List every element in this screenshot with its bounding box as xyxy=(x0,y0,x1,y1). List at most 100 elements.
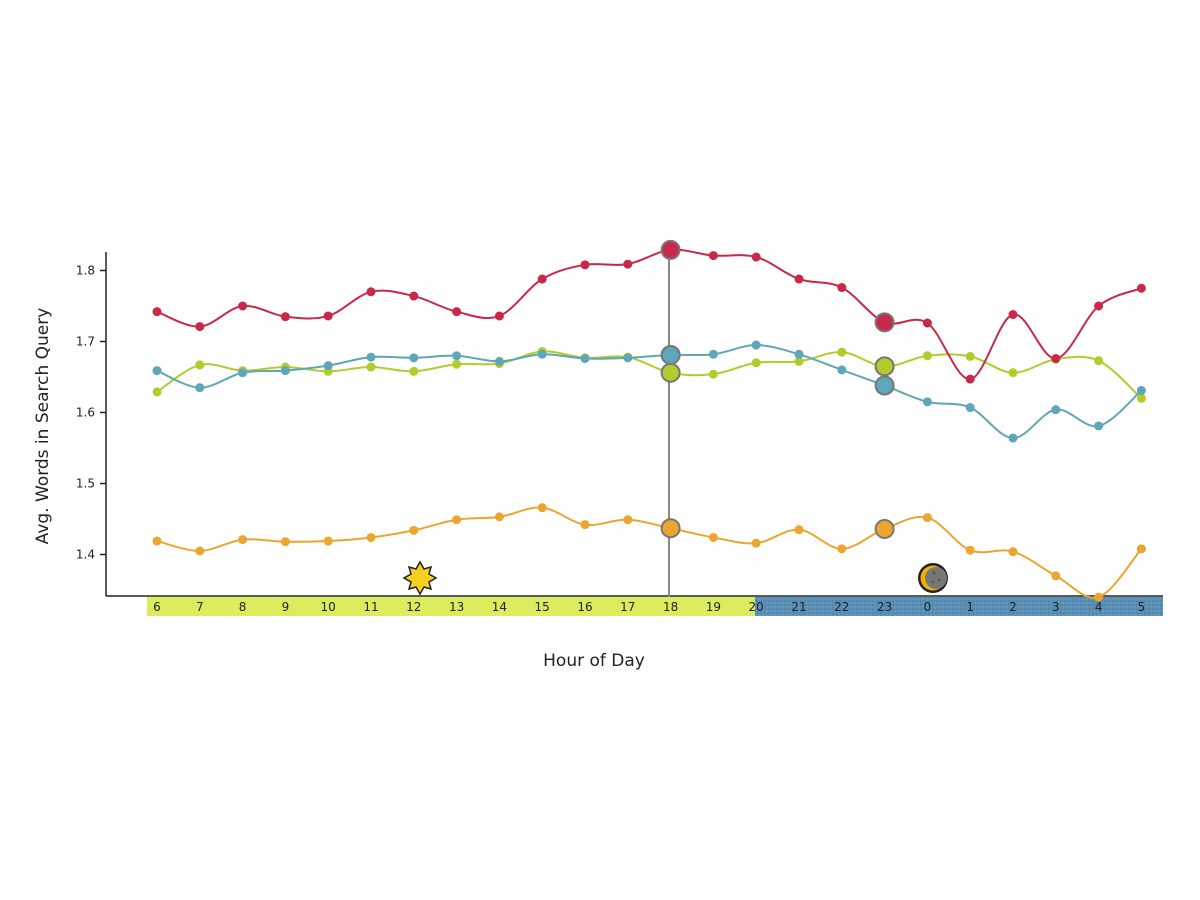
data-point[interactable] xyxy=(409,291,419,301)
data-point[interactable] xyxy=(623,259,633,269)
x-axis-title: Hour of Day xyxy=(543,651,645,671)
highlighted-data-point[interactable] xyxy=(874,518,895,539)
data-point[interactable] xyxy=(195,360,205,370)
data-point[interactable] xyxy=(537,274,547,284)
data-point[interactable] xyxy=(152,387,162,397)
data-point[interactable] xyxy=(1136,283,1146,293)
data-point[interactable] xyxy=(1008,310,1018,320)
data-point[interactable] xyxy=(537,349,547,359)
sun-icon xyxy=(402,560,438,596)
data-point[interactable] xyxy=(837,365,847,375)
x-tick-label: 19 xyxy=(706,600,721,614)
data-point[interactable] xyxy=(409,366,419,376)
data-point[interactable] xyxy=(837,283,847,293)
data-point[interactable] xyxy=(238,535,248,545)
data-point[interactable] xyxy=(366,362,376,372)
data-point[interactable] xyxy=(409,525,419,535)
data-point[interactable] xyxy=(152,307,162,317)
data-point[interactable] xyxy=(965,374,975,384)
data-point[interactable] xyxy=(1136,544,1146,554)
data-point[interactable] xyxy=(965,403,975,413)
data-point[interactable] xyxy=(580,260,590,270)
data-point[interactable] xyxy=(1008,433,1018,443)
data-point[interactable] xyxy=(751,252,761,262)
data-point[interactable] xyxy=(409,353,419,363)
data-point[interactable] xyxy=(751,340,761,350)
data-point[interactable] xyxy=(452,515,462,525)
data-point[interactable] xyxy=(794,349,804,359)
data-point[interactable] xyxy=(1094,592,1104,602)
x-tick-label: 9 xyxy=(282,600,290,614)
data-point[interactable] xyxy=(1136,393,1146,403)
highlighted-data-point[interactable] xyxy=(874,356,895,377)
x-tick-label: 10 xyxy=(321,600,336,614)
data-point[interactable] xyxy=(366,532,376,542)
series-2 xyxy=(152,346,1146,403)
data-point[interactable] xyxy=(1094,301,1104,311)
data-point[interactable] xyxy=(965,545,975,555)
data-point[interactable] xyxy=(1008,547,1018,557)
data-point[interactable] xyxy=(623,353,633,363)
data-point[interactable] xyxy=(708,369,718,379)
data-point[interactable] xyxy=(280,537,290,547)
data-point[interactable] xyxy=(922,351,932,361)
data-point[interactable] xyxy=(195,322,205,332)
data-point[interactable] xyxy=(708,532,718,542)
x-tick-label: 0 xyxy=(924,600,932,614)
data-point[interactable] xyxy=(1094,356,1104,366)
data-point[interactable] xyxy=(494,512,504,522)
series-layer xyxy=(152,239,1146,602)
data-point[interactable] xyxy=(751,538,761,548)
data-point[interactable] xyxy=(152,536,162,546)
data-point[interactable] xyxy=(494,311,504,321)
data-point[interactable] xyxy=(280,366,290,376)
data-point[interactable] xyxy=(152,366,162,376)
highlighted-data-point[interactable] xyxy=(874,375,895,396)
data-point[interactable] xyxy=(238,368,248,378)
highlighted-data-point[interactable] xyxy=(660,239,681,260)
data-point[interactable] xyxy=(1094,421,1104,431)
data-point[interactable] xyxy=(452,307,462,317)
data-point[interactable] xyxy=(195,383,205,393)
data-point[interactable] xyxy=(280,312,290,322)
data-point[interactable] xyxy=(965,351,975,361)
data-point[interactable] xyxy=(794,525,804,535)
highlighted-data-point[interactable] xyxy=(660,362,681,383)
data-point[interactable] xyxy=(580,354,590,364)
data-point[interactable] xyxy=(1008,368,1018,378)
data-point[interactable] xyxy=(1051,354,1061,364)
data-point[interactable] xyxy=(837,347,847,357)
data-point[interactable] xyxy=(452,351,462,361)
x-tick-label: 8 xyxy=(239,600,247,614)
highlighted-data-point[interactable] xyxy=(874,312,895,333)
data-point[interactable] xyxy=(751,358,761,368)
data-point[interactable] xyxy=(323,361,333,371)
data-point[interactable] xyxy=(708,251,718,261)
data-point[interactable] xyxy=(238,301,248,311)
data-point[interactable] xyxy=(837,544,847,554)
y-tick-label: 1.7 xyxy=(76,335,95,349)
data-point[interactable] xyxy=(537,503,547,513)
data-point[interactable] xyxy=(323,536,333,546)
y-axis-title: Avg. Words in Search Query xyxy=(33,308,53,545)
data-point[interactable] xyxy=(794,274,804,284)
data-point[interactable] xyxy=(623,515,633,525)
data-point[interactable] xyxy=(1136,385,1146,395)
data-point[interactable] xyxy=(708,349,718,359)
x-tick-label: 11 xyxy=(363,600,378,614)
data-point[interactable] xyxy=(922,513,932,523)
highlighted-data-point[interactable] xyxy=(660,518,681,539)
data-point[interactable] xyxy=(580,520,590,530)
data-point[interactable] xyxy=(195,546,205,556)
data-point[interactable] xyxy=(366,287,376,297)
data-point[interactable] xyxy=(922,318,932,328)
data-point[interactable] xyxy=(1051,571,1061,581)
data-point[interactable] xyxy=(366,352,376,362)
data-point[interactable] xyxy=(794,356,804,366)
data-point[interactable] xyxy=(922,397,932,407)
data-point[interactable] xyxy=(494,356,504,366)
data-point[interactable] xyxy=(452,359,462,369)
highlighted-data-point[interactable] xyxy=(660,344,681,365)
data-point[interactable] xyxy=(323,311,333,321)
data-point[interactable] xyxy=(1051,405,1061,415)
